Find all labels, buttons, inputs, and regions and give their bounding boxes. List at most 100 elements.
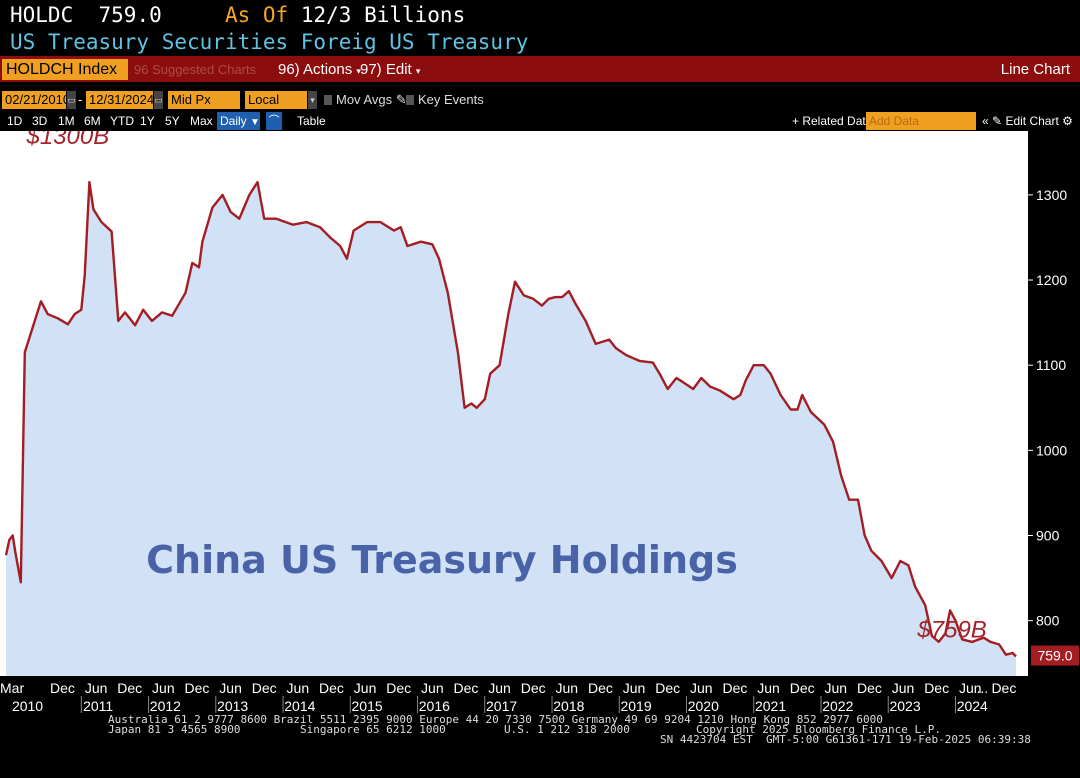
add-data-input[interactable]: Add Data — [866, 112, 976, 130]
actions-menu[interactable]: 96) Actions ▾ — [278, 60, 361, 81]
ticker: HOLDC — [10, 3, 74, 27]
frequency-label: Daily — [220, 114, 247, 128]
currency-select[interactable]: Local CCY — [245, 91, 307, 125]
related-data-button[interactable]: + Related Dat — [792, 114, 866, 128]
series-line — [4, 180, 1017, 658]
x-tick-label: Dec — [991, 680, 1016, 696]
x-year-label: 2020 — [688, 698, 719, 713]
x-year-label: 2011 — [83, 698, 113, 713]
x-tick-label: Jun — [959, 680, 982, 696]
period-ytd[interactable]: YTD — [110, 114, 134, 128]
x-tick-label: Dec — [521, 680, 546, 696]
calendar-icon[interactable]: ▭ — [67, 91, 76, 109]
x-year-label: 2023 — [889, 698, 920, 713]
x-tick-label: Dec — [117, 680, 142, 696]
x-tick-label: Jun — [219, 680, 242, 696]
pencil-icon: ✎ — [395, 92, 407, 107]
units-label: Billions — [364, 3, 466, 27]
period-1m[interactable]: 1M — [58, 114, 75, 128]
x-tick-label: Jun — [690, 680, 713, 696]
mov-avgs-toggle[interactable]: Mov Avgs ✎ — [324, 91, 407, 109]
x-tick-label: Jun — [824, 680, 847, 696]
x-tick-label: Jun — [152, 680, 175, 696]
chevron-down-icon[interactable]: ▾ — [308, 91, 317, 109]
y-tick-label: 1200 — [1036, 272, 1067, 288]
footer-contacts: Australia 61 2 9777 8600 Brazil 5511 239… — [108, 713, 883, 726]
x-tick-label: Dec — [790, 680, 815, 696]
x-tick-label: Dec — [50, 680, 75, 696]
edit-chart-button[interactable]: « ✎ Edit Chart ⚙ — [982, 112, 1073, 130]
series-area — [6, 182, 1016, 676]
y-tick-label: 900 — [1036, 527, 1060, 543]
gear-icon: ⚙ — [1062, 114, 1073, 128]
actions-label: 96) Actions — [278, 61, 353, 78]
last-value-text: 759.0 — [1037, 648, 1072, 664]
x-tick-label: Dec — [857, 680, 882, 696]
x-year-label: 2013 — [217, 698, 248, 713]
x-tick-label: ... — [977, 680, 989, 696]
chart-type-label[interactable]: Line Chart — [1000, 61, 1070, 78]
mov-avgs-label: Mov Avgs — [336, 92, 393, 107]
as-of-label: As Of — [224, 3, 289, 27]
x-tick-label: Jun — [623, 680, 646, 696]
x-year-label: 2022 — [822, 698, 853, 713]
checkbox-icon — [406, 95, 414, 105]
x-year-label: 2018 — [553, 698, 584, 713]
y-tick-label: 1000 — [1036, 442, 1067, 458]
x-year-label: 2015 — [352, 698, 383, 713]
line-chart-icon[interactable]: ⌒ — [266, 112, 282, 130]
period-1y[interactable]: 1Y — [140, 114, 155, 128]
x-year-label: 2016 — [419, 698, 450, 713]
x-tick-label: Dec — [722, 680, 747, 696]
value-annotation: $1300B — [25, 131, 109, 150]
date-separator: - — [78, 92, 83, 107]
footer-us: U.S. 1 212 318 2000 — [504, 723, 630, 736]
x-tick-label: Dec — [252, 680, 277, 696]
x-axis: Mar Dec Jun Dec Jun Dec Jun Dec Jun Dec Jun Dec Jun D… — [0, 680, 1016, 713]
calendar-icon[interactable]: ▭ — [154, 91, 163, 109]
value-annotation: $759B — [916, 617, 986, 644]
price-field-select[interactable]: Mid Px — [168, 91, 240, 109]
index-description[interactable]: 96 Suggested Charts — [134, 62, 257, 77]
period-3d[interactable]: 3D — [32, 114, 48, 128]
end-date-field[interactable]: 12/31/2024 — [86, 91, 154, 109]
x-tick-label: Dec — [924, 680, 949, 696]
security-description: US Treasury Securities Foreig US Treasur… — [10, 30, 529, 54]
period-6m[interactable]: 6M — [84, 114, 101, 128]
header-line: HOLDC 759.0 As Of 12/3 Billions — [10, 3, 465, 27]
footer-japan: Japan 81 3 4565 8900 — [108, 723, 241, 736]
period-1d[interactable]: 1D — [7, 114, 23, 128]
key-events-toggle[interactable]: Key Events — [406, 91, 484, 109]
x-tick-label: Dec — [185, 680, 210, 696]
footer-copyright: Copyright 2025 Bloomberg Finance L.P. — [696, 723, 942, 736]
x-year-label: 2012 — [150, 698, 181, 713]
start-date-field[interactable]: 02/21/2010 — [2, 91, 70, 109]
period-max[interactable]: Max — [190, 114, 213, 128]
y-tick-label: 1100 — [1036, 357, 1066, 373]
collapse-icon: « — [982, 114, 989, 128]
last-value-tag: 759.0 — [1031, 645, 1079, 666]
x-tick-label: Mar — [0, 680, 24, 696]
x-year-label: 2024 — [957, 698, 988, 713]
x-tick-label: Jun — [556, 680, 579, 696]
key-events-label: Key Events — [418, 92, 484, 107]
x-year-label: 2014 — [284, 698, 315, 713]
edit-menu[interactable]: 97) Edit ▾ — [360, 60, 420, 81]
chart-title: China US Treasury Holdings — [146, 538, 738, 582]
period-5y[interactable]: 5Y — [165, 114, 180, 128]
x-tick-label: Jun — [892, 680, 915, 696]
x-year-label: 2021 — [755, 698, 786, 713]
chevron-down-icon: ▾ — [415, 66, 421, 76]
x-tick-label: Dec — [319, 680, 344, 696]
command-toolbar — [0, 56, 1080, 82]
frequency-select[interactable]: Daily ▼ — [217, 112, 260, 130]
index-field[interactable]: HOLDCH Index — [2, 59, 128, 80]
footer-session: SN 4423704 EST GMT-5:00 G61361-171 19-Fe… — [660, 733, 1031, 746]
as-of-date: 12/3 — [300, 3, 352, 27]
x-tick-label: Jun — [287, 680, 310, 696]
x-tick-label: Dec — [588, 680, 613, 696]
pencil-icon: ✎ — [992, 114, 1003, 128]
x-tick-label: Jun — [354, 680, 377, 696]
table-button[interactable]: Table — [297, 114, 326, 128]
x-tick-label: Dec — [386, 680, 411, 696]
